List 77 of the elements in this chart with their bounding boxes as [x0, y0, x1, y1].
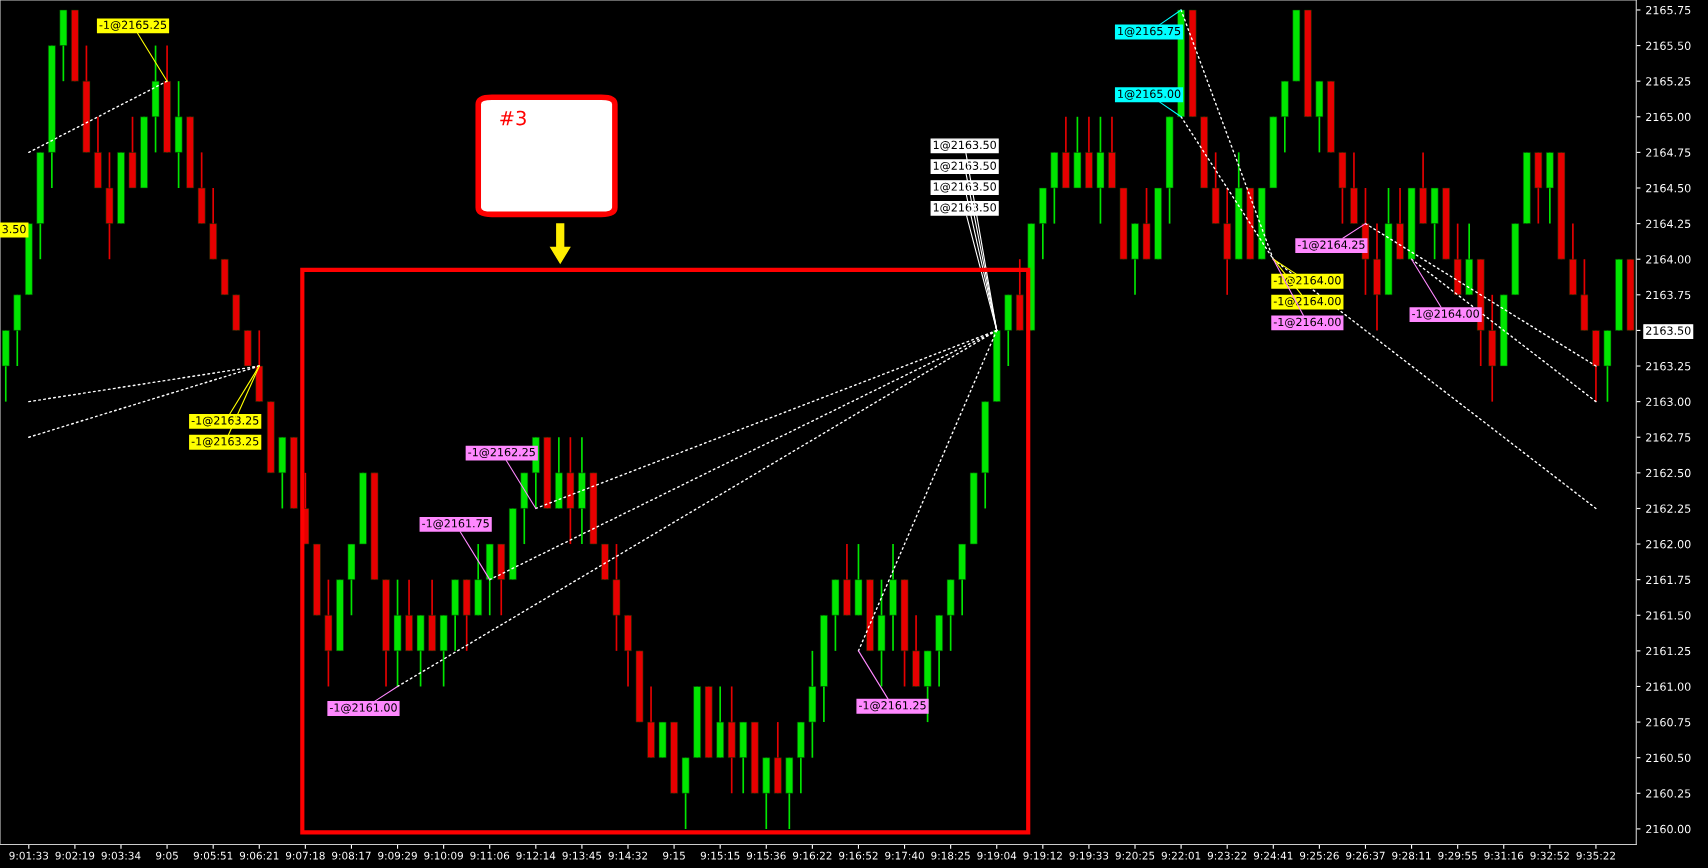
- x-tick-label: 9:03:34: [101, 851, 141, 860]
- x-tick-label: 9:14:32: [608, 851, 648, 860]
- annotation: 1@2165.00: [1118, 89, 1181, 100]
- y-tick-label: 2163.50: [1646, 326, 1691, 335]
- annotation: -1@2164.00: [1412, 309, 1479, 320]
- x-tick-label: 9:15:36: [746, 851, 786, 860]
- x-tick-label: 9:23:22: [1207, 851, 1247, 860]
- annotation: -1@2163.25: [191, 437, 259, 448]
- annotation: -1@2164.00: [1273, 317, 1341, 328]
- annotation: 1@2163.50: [933, 140, 996, 151]
- annotation: -1@2161.25: [859, 701, 926, 712]
- annotation: #3: [500, 110, 526, 126]
- annotation: 1@2163.50: [933, 182, 996, 193]
- y-tick-label: 2163.00: [1646, 397, 1691, 407]
- x-tick-label: 9:17:40: [885, 851, 924, 860]
- x-tick-label: 9:32:52: [1530, 851, 1569, 860]
- x-tick-label: 9:28:11: [1392, 851, 1431, 860]
- y-tick-label: 2160.75: [1646, 718, 1691, 727]
- y-tick-label: 2165.25: [1646, 77, 1691, 86]
- y-tick-label: 2160.50: [1646, 753, 1691, 763]
- x-tick-label: 9:20:25: [1115, 851, 1155, 860]
- y-tick-label: 2161.50: [1646, 611, 1691, 620]
- x-tick-label: 9:16:22: [792, 851, 832, 860]
- x-tick-label: 9:06:21: [239, 851, 279, 860]
- y-tick-label: 2164.75: [1646, 148, 1691, 157]
- x-tick-label: 9:05:51: [193, 851, 233, 860]
- y-tick-label: 2165.00: [1646, 112, 1691, 122]
- x-tick-label: 9:31:16: [1484, 851, 1524, 860]
- x-tick-label: 9:07:18: [285, 851, 325, 860]
- y-tick-label: 2162.00: [1646, 540, 1691, 549]
- y-tick-label: 2164.00: [1646, 255, 1691, 264]
- x-tick-label: 9:08:17: [332, 851, 371, 860]
- x-tick-label: 9:09:29: [378, 851, 417, 860]
- annotation: -1@2162.25: [468, 447, 535, 459]
- y-tick-label: 2164.50: [1646, 183, 1691, 193]
- y-tick-label: 2163.25: [1646, 362, 1691, 371]
- x-tick-label: 9:02:19: [55, 851, 95, 860]
- x-tick-label: 9:16:52: [839, 851, 878, 860]
- y-tick-label: 2160.25: [1646, 789, 1691, 798]
- x-tick-label: 9:29:55: [1438, 851, 1477, 860]
- x-tick-label: 9:12:14: [516, 851, 556, 860]
- annotation: -1@2165.25: [99, 20, 167, 31]
- x-tick-label: 9:01:33: [9, 851, 49, 860]
- x-tick-label: 9:13:45: [562, 851, 602, 860]
- y-tick-label: 2160.00: [1646, 824, 1691, 834]
- y-tick-label: 2164.25: [1646, 219, 1691, 228]
- x-tick-label: 9:22:01: [1161, 851, 1201, 860]
- annotation: -1@2163.25: [191, 416, 259, 427]
- x-tick-label: 9:11:06: [470, 851, 510, 860]
- annotation: -1@2161.00: [329, 703, 397, 714]
- annotation: -1@2164.25: [1297, 240, 1365, 251]
- y-tick-label: 2163.75: [1646, 290, 1691, 300]
- y-tick-label: 2161.00: [1646, 682, 1691, 691]
- annotation: -1@2161.75: [422, 519, 489, 530]
- x-tick-label: 9:26:37: [1346, 851, 1385, 860]
- x-tick-label: 9:19:12: [1023, 851, 1062, 860]
- y-tick-label: 2165.75: [1646, 5, 1691, 15]
- x-tick-label: 9:24:41: [1253, 851, 1293, 860]
- x-tick-label: 9:05: [156, 851, 178, 860]
- x-tick-label: 9:10:09: [424, 851, 463, 860]
- x-tick-label: 9:25:26: [1299, 851, 1339, 860]
- annotation: 1@2163.50: [933, 203, 996, 214]
- x-tick-label: 9:19:04: [977, 851, 1017, 860]
- y-tick-label: 2161.75: [1646, 575, 1691, 585]
- y-tick-label: 2162.25: [1646, 504, 1691, 513]
- annotation: 1@2163.50: [933, 161, 996, 172]
- y-tick-label: 2165.50: [1646, 41, 1691, 50]
- y-tick-label: 2162.75: [1646, 433, 1691, 442]
- y-tick-label: 2161.25: [1646, 646, 1691, 656]
- x-tick-label: 9:15: [663, 851, 685, 860]
- x-tick-label: 9:15:15: [700, 851, 740, 860]
- annotation: 3.50: [2, 224, 26, 234]
- annotation: 1@2165.75: [1118, 26, 1181, 38]
- x-tick-label: 9:19:33: [1069, 851, 1109, 860]
- y-tick-label: 2162.50: [1646, 468, 1691, 478]
- x-tick-label: 9:18:25: [931, 851, 970, 860]
- x-tick-label: 9:35:22: [1576, 851, 1615, 860]
